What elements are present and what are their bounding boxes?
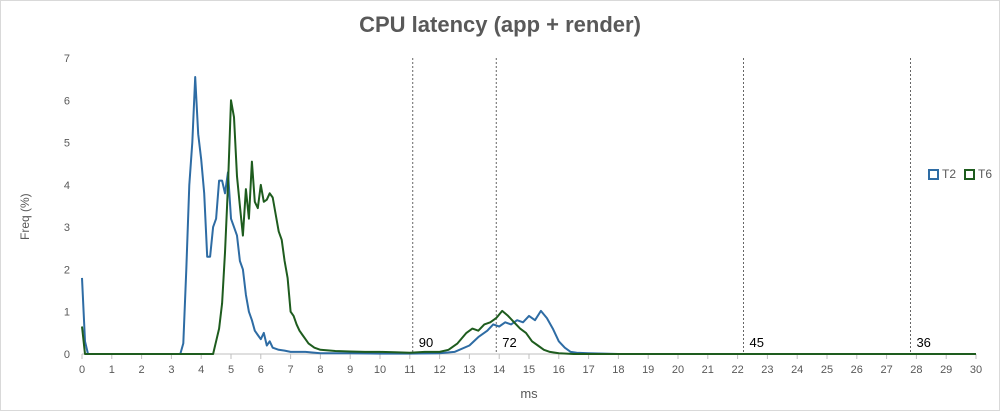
x-tick-label: 10 — [374, 364, 386, 376]
x-tick-label: 19 — [642, 364, 654, 376]
x-tick-label: 21 — [702, 364, 714, 376]
x-tick-label: 15 — [523, 364, 535, 376]
y-tick-label: 2 — [64, 264, 70, 276]
x-tick-label: 6 — [258, 364, 264, 376]
x-tick-label: 1 — [109, 364, 115, 376]
x-tick-label: 26 — [851, 364, 863, 376]
legend-item-t6: T6 — [964, 167, 992, 181]
x-tick-label: 16 — [553, 364, 565, 376]
x-tick-label: 8 — [317, 364, 323, 376]
series-line-t2 — [81, 76, 976, 355]
legend: T2 T6 — [928, 167, 992, 181]
y-tick-label: 3 — [64, 222, 70, 234]
x-tick-label: 18 — [612, 364, 624, 376]
y-tick-label: 7 — [64, 53, 70, 65]
x-tick-label: 30 — [970, 364, 982, 376]
y-tick-label: 4 — [64, 180, 70, 192]
x-tick-label: 5 — [228, 364, 234, 376]
chart-title: CPU latency (app + render) — [359, 12, 641, 37]
x-tick-label: 14 — [493, 364, 505, 376]
legend-label-t6: T6 — [978, 167, 993, 181]
x-tick-label: 11 — [404, 364, 415, 376]
x-tick-label: 24 — [791, 364, 803, 376]
x-tick-label: 12 — [433, 364, 445, 376]
x-tick-label: 9 — [347, 364, 353, 376]
x-tick-label: 3 — [168, 364, 174, 376]
x-tick-label: 17 — [582, 364, 594, 376]
x-tick-label: 2 — [139, 364, 145, 376]
legend-label-t2: T2 — [942, 167, 957, 181]
x-tick-label: 29 — [940, 364, 952, 376]
x-tick-label: 20 — [672, 364, 684, 376]
y-tick-label: 5 — [64, 138, 70, 150]
x-tick-label: 13 — [463, 364, 475, 376]
x-tick-label: 28 — [910, 364, 922, 376]
x-axis-label: ms — [520, 386, 538, 401]
x-tick-label: 7 — [288, 364, 294, 376]
y-tick-label: 1 — [64, 307, 70, 319]
y-tick-label: 0 — [64, 349, 70, 361]
series-line-t6 — [81, 99, 976, 355]
x-tick-label: 22 — [731, 364, 743, 376]
x-tick-label: 4 — [198, 364, 204, 376]
x-tick-label: 0 — [79, 364, 85, 376]
y-tick-label: 6 — [64, 95, 70, 107]
reference-label: 45 — [750, 335, 764, 350]
reference-label: 36 — [916, 335, 930, 350]
legend-swatch-t6 — [964, 168, 976, 180]
x-tick-label: 25 — [821, 364, 833, 376]
x-tick-label: 23 — [761, 364, 773, 376]
x-tick-label: 27 — [880, 364, 892, 376]
legend-swatch-t2 — [928, 168, 939, 180]
reference-label: 72 — [502, 335, 516, 350]
reference-label: 90 — [419, 335, 433, 350]
legend-item-t2: T2 — [928, 167, 956, 181]
